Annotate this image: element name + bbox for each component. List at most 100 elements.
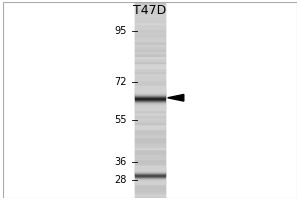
- Bar: [135, 142, 165, 144]
- Bar: [135, 117, 165, 120]
- Bar: [135, 183, 165, 186]
- Bar: [135, 129, 165, 132]
- Bar: [135, 124, 165, 127]
- Bar: [135, 161, 165, 164]
- Bar: [135, 171, 165, 172]
- Bar: [135, 178, 165, 179]
- Bar: [135, 49, 165, 51]
- Bar: [135, 58, 165, 61]
- Bar: [135, 2, 165, 4]
- Bar: [135, 102, 165, 105]
- Bar: [135, 112, 165, 115]
- Bar: [135, 169, 165, 171]
- Bar: [135, 107, 165, 108]
- Bar: [135, 107, 165, 110]
- Bar: [135, 92, 165, 93]
- Bar: [135, 179, 165, 180]
- Bar: [135, 183, 165, 184]
- Bar: [135, 85, 165, 88]
- Bar: [135, 171, 165, 173]
- Bar: [135, 75, 165, 78]
- Bar: [135, 154, 165, 156]
- Bar: [135, 178, 165, 181]
- Bar: [135, 51, 165, 53]
- Bar: [135, 100, 165, 102]
- Bar: [135, 105, 165, 106]
- Bar: [135, 73, 165, 75]
- Bar: [135, 22, 165, 24]
- Bar: [135, 144, 165, 147]
- Bar: [135, 166, 165, 169]
- Bar: [135, 156, 165, 159]
- Bar: [135, 173, 165, 174]
- Bar: [135, 166, 165, 167]
- Bar: [135, 90, 165, 93]
- Bar: [135, 108, 165, 109]
- Bar: [135, 86, 165, 87]
- Bar: [135, 46, 165, 49]
- Bar: [135, 177, 165, 178]
- Bar: [135, 99, 165, 100]
- Bar: [135, 159, 165, 161]
- Bar: [135, 110, 165, 112]
- Bar: [135, 137, 165, 139]
- Bar: [135, 176, 165, 177]
- Bar: [135, 91, 165, 92]
- Bar: [135, 170, 165, 171]
- Bar: [135, 96, 165, 97]
- Bar: [135, 139, 165, 142]
- Bar: [135, 102, 165, 103]
- Text: 72: 72: [114, 77, 127, 87]
- Bar: [135, 83, 165, 85]
- Bar: [135, 169, 165, 170]
- Bar: [135, 7, 165, 9]
- Bar: [135, 56, 165, 58]
- Bar: [135, 98, 165, 99]
- Bar: [135, 89, 165, 90]
- Bar: [135, 186, 165, 188]
- Bar: [135, 93, 165, 94]
- Bar: [135, 127, 165, 129]
- Bar: [135, 24, 165, 26]
- Bar: [135, 164, 165, 166]
- Bar: [135, 39, 165, 41]
- Bar: [135, 167, 165, 168]
- Bar: [135, 181, 165, 183]
- Bar: [135, 95, 165, 96]
- Bar: [135, 12, 165, 14]
- Bar: [135, 106, 165, 107]
- Bar: [135, 196, 165, 198]
- Bar: [135, 182, 165, 183]
- Bar: [135, 53, 165, 56]
- Bar: [135, 103, 165, 104]
- Bar: [135, 132, 165, 134]
- Bar: [135, 63, 165, 66]
- Bar: [135, 78, 165, 80]
- Bar: [135, 151, 165, 154]
- Bar: [135, 31, 165, 34]
- Bar: [135, 97, 165, 98]
- Bar: [135, 180, 165, 181]
- Bar: [135, 175, 165, 176]
- Bar: [135, 80, 165, 83]
- Bar: [135, 168, 165, 169]
- Bar: [135, 101, 165, 102]
- Bar: [135, 104, 165, 105]
- Bar: [135, 19, 165, 22]
- Text: 95: 95: [114, 26, 127, 36]
- Bar: [135, 66, 165, 68]
- Text: 36: 36: [114, 157, 127, 167]
- Bar: [135, 147, 165, 149]
- Bar: [135, 120, 165, 122]
- Bar: [135, 34, 165, 36]
- Bar: [135, 41, 165, 44]
- Bar: [135, 87, 165, 88]
- Bar: [135, 100, 165, 101]
- Bar: [135, 88, 165, 89]
- Bar: [135, 29, 165, 31]
- Bar: [135, 176, 165, 178]
- Bar: [135, 71, 165, 73]
- Bar: [135, 14, 165, 17]
- Bar: [135, 17, 165, 19]
- Bar: [135, 61, 165, 63]
